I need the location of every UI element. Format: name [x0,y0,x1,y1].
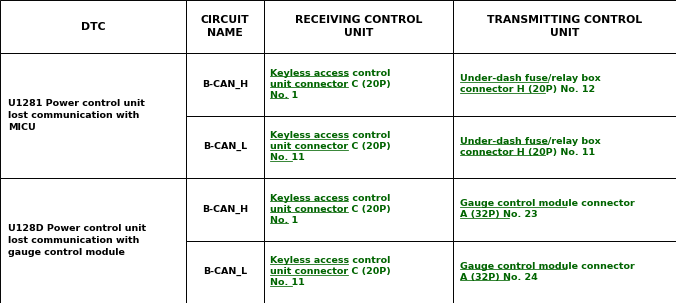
Bar [264,53,453,115]
Text: B-CAN_L: B-CAN_L [203,142,247,151]
Text: Keyless access control: Keyless access control [270,194,391,203]
Bar [186,0,264,53]
Text: A (32P) No. 24: A (32P) No. 24 [460,273,537,282]
Text: B-CAN_H: B-CAN_H [201,205,248,214]
Text: No. 1: No. 1 [270,216,299,225]
Text: U1281 Power control unit
lost communication with
MICU: U1281 Power control unit lost communicat… [8,99,145,132]
Bar [453,115,676,178]
Text: U128D Power control unit
lost communication with
gauge control module: U128D Power control unit lost communicat… [8,224,146,257]
Bar [186,241,264,303]
Text: Under-dash fuse/relay box: Under-dash fuse/relay box [460,74,600,83]
Text: B-CAN_L: B-CAN_L [203,267,247,276]
Bar [0,0,186,53]
Bar [453,53,676,115]
Text: Keyless access control: Keyless access control [270,256,391,265]
Text: unit connector C (20P): unit connector C (20P) [270,142,391,151]
Bar [453,178,676,241]
Text: CIRCUIT
NAME: CIRCUIT NAME [201,15,249,38]
Text: DTC: DTC [80,22,105,32]
Bar [453,241,676,303]
Text: connector H (20P) No. 11: connector H (20P) No. 11 [460,148,595,157]
Bar [0,178,186,303]
Text: Gauge control module connector: Gauge control module connector [460,262,635,271]
Text: Keyless access control: Keyless access control [270,131,391,140]
Bar [264,178,453,241]
Bar [186,115,264,178]
Bar [264,0,453,53]
Text: unit connector C (20P): unit connector C (20P) [270,205,391,214]
Text: RECEIVING CONTROL
UNIT: RECEIVING CONTROL UNIT [295,15,422,38]
Text: connector H (20P) No. 12: connector H (20P) No. 12 [460,85,595,94]
Bar [264,241,453,303]
Bar [0,53,186,178]
Bar [186,178,264,241]
Text: No. 1: No. 1 [270,91,299,100]
Bar [264,115,453,178]
Text: Under-dash fuse/relay box: Under-dash fuse/relay box [460,137,600,146]
Text: TRANSMITTING CONTROL
UNIT: TRANSMITTING CONTROL UNIT [487,15,642,38]
Text: Keyless access control: Keyless access control [270,69,391,78]
Text: unit connector C (20P): unit connector C (20P) [270,80,391,89]
Text: B-CAN_H: B-CAN_H [201,80,248,89]
Bar [186,53,264,115]
Text: No. 11: No. 11 [270,278,305,287]
Text: No. 11: No. 11 [270,153,305,162]
Text: unit connector C (20P): unit connector C (20P) [270,267,391,276]
Text: A (32P) No. 23: A (32P) No. 23 [460,210,537,219]
Text: Gauge control module connector: Gauge control module connector [460,199,635,208]
Bar [453,0,676,53]
